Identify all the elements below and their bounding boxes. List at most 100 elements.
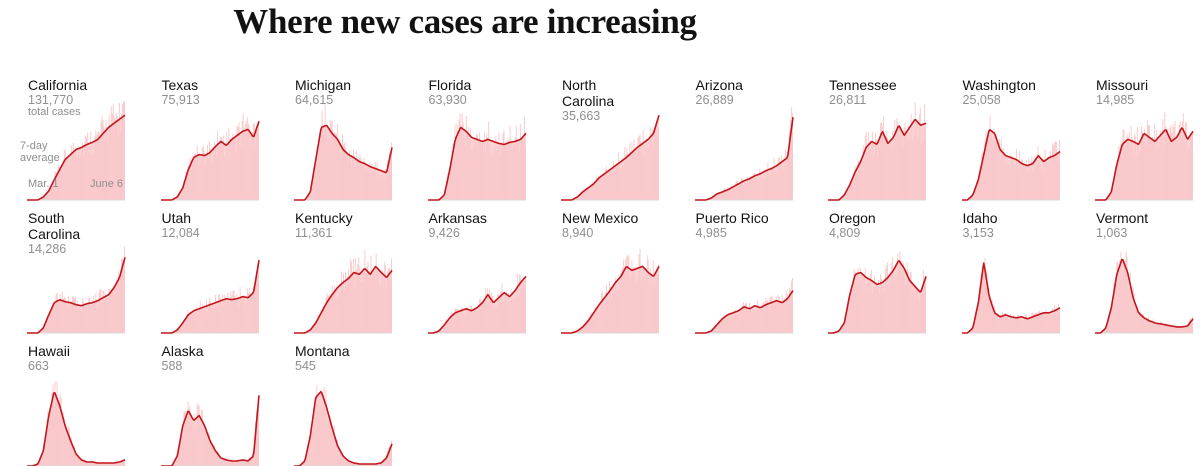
state-name: Michigan: [295, 77, 405, 93]
state-total-cases: 25,058: [963, 93, 1073, 107]
state-total-cases: 8,940: [562, 226, 672, 240]
state-name: New Mexico: [562, 210, 672, 226]
state-name: Kentucky: [295, 210, 405, 226]
state-total-cases: 3,153: [963, 226, 1073, 240]
state-total-cases: 12,084: [162, 226, 272, 240]
state-name: Montana: [295, 343, 405, 359]
cases-area: [561, 115, 659, 200]
cases-area: [161, 395, 259, 466]
state-name: Florida: [429, 77, 539, 93]
cases-area: [1095, 128, 1193, 200]
state-total-cases: 1,063: [1096, 226, 1200, 240]
state-name: Arizona: [696, 77, 806, 93]
state-total-cases: 14,286: [28, 242, 138, 256]
cases-area: [428, 128, 526, 201]
state-total-cases: 64,615: [295, 93, 405, 107]
cases-area: [561, 266, 659, 333]
cases-area: [294, 267, 392, 333]
state-total-cases: 588: [162, 359, 272, 373]
state-name: Arkansas: [429, 210, 539, 226]
state-total-cases: 14,985: [1096, 93, 1200, 107]
state-total-cases: 75,913: [162, 93, 272, 107]
cases-area: [828, 120, 926, 200]
state-total-cases: 4,985: [696, 226, 806, 240]
state-name: Hawaii: [28, 343, 138, 359]
state-total-cases: 63,930: [429, 93, 539, 107]
state-name: Oregon: [829, 210, 939, 226]
cases-area: [962, 130, 1060, 200]
state-name: Alaska: [162, 343, 272, 359]
x-axis-end-label: June 6: [90, 178, 123, 190]
seven-day-average-line: [27, 393, 125, 466]
state-name: North Carolina: [562, 77, 632, 109]
state-name: Vermont: [1096, 210, 1200, 226]
state-total-cases: 26,889: [696, 93, 806, 107]
cases-area: [428, 276, 526, 333]
cases-area: [161, 121, 259, 200]
state-total-cases: 4,809: [829, 226, 939, 240]
average-label: average: [20, 152, 60, 164]
state-total-cases: 11,361: [295, 226, 405, 240]
state-name: California: [28, 77, 138, 93]
state-name: Missouri: [1096, 77, 1200, 93]
state-total-cases: 26,811: [829, 93, 939, 107]
state-name: Tennessee: [829, 77, 939, 93]
chart-title: Where new cases are increasing: [0, 2, 930, 42]
state-total-cases: 9,426: [429, 226, 539, 240]
state-total-cases: 545: [295, 359, 405, 373]
state-name: Idaho: [963, 210, 1073, 226]
seven-day-label: 7-day: [20, 140, 48, 152]
seven-day-average-note: 7-day average: [20, 140, 60, 164]
state-total-cases: 131,770: [28, 93, 138, 107]
cases-area: [1095, 260, 1193, 334]
state-name: Washington: [963, 77, 1073, 93]
state-name: Utah: [162, 210, 272, 226]
cases-area: [828, 261, 926, 333]
state-total-cases: 663: [28, 359, 138, 373]
state-name: Texas: [162, 77, 272, 93]
total-cases-note: total cases: [28, 106, 81, 118]
cases-area: [27, 257, 125, 333]
state-total-cases: 35,663: [562, 109, 672, 123]
